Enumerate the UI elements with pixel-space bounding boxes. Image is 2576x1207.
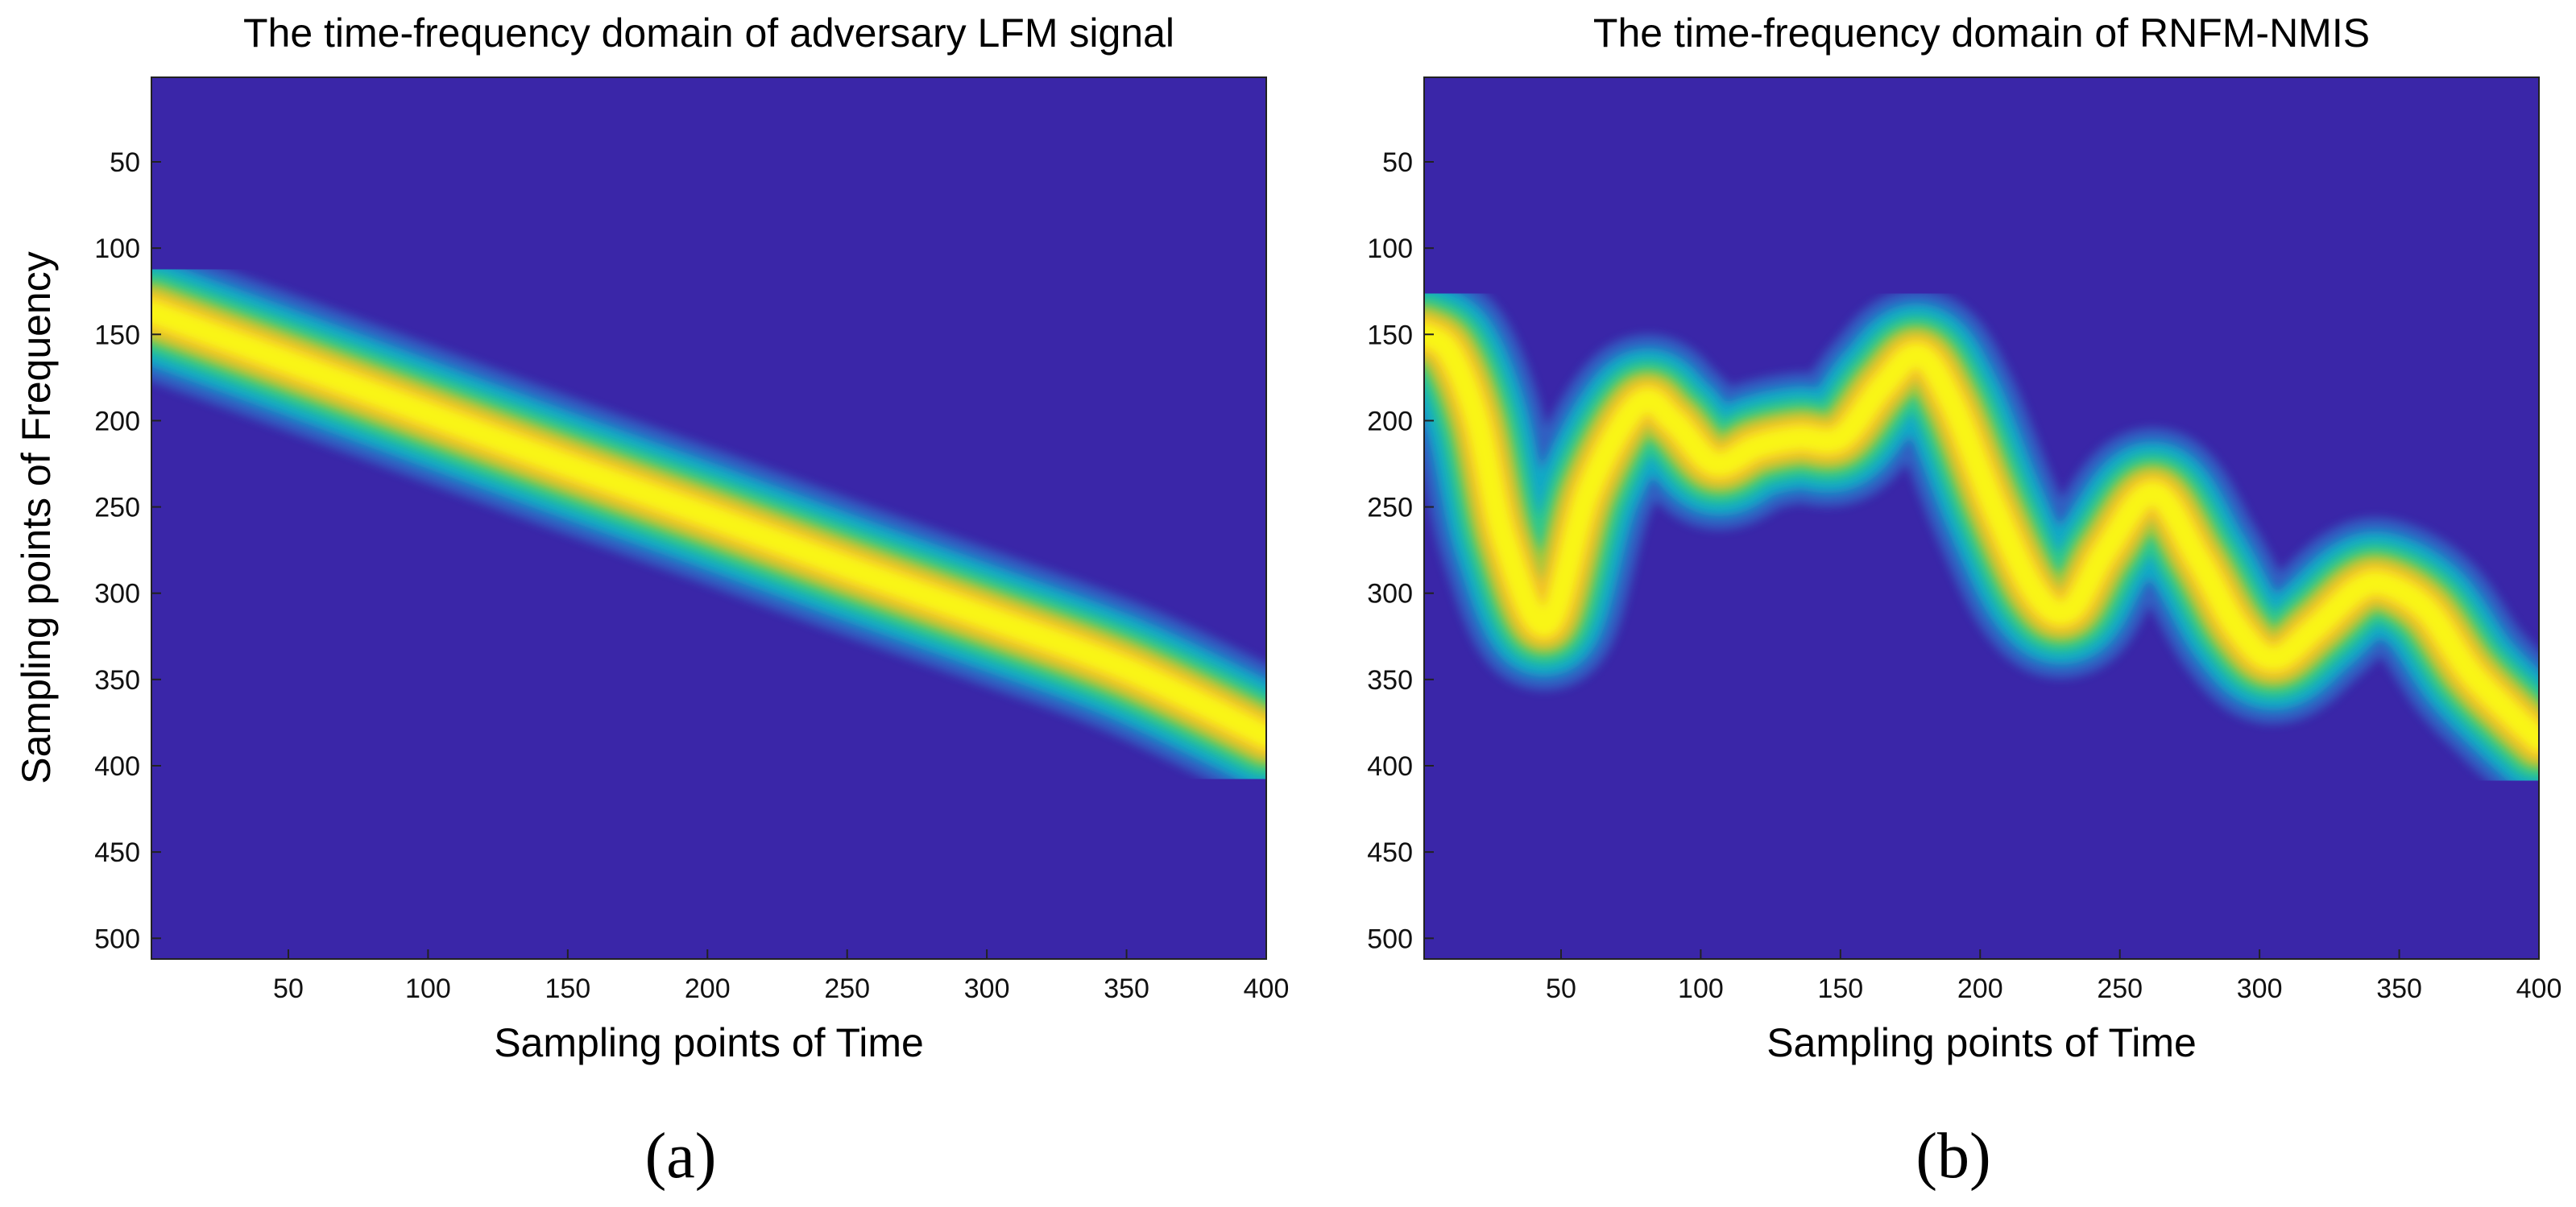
chart-b-panel-label: (b) xyxy=(1915,1121,1990,1192)
chart-b-x-tick-label: 250 xyxy=(2097,973,2143,1004)
chart-b-title: The time-frequency domain of RNFM-NMIS xyxy=(1593,10,2370,56)
chart-a-y-tick-label: 100 xyxy=(94,234,140,264)
chart-b-axes-frame xyxy=(1423,76,2540,960)
chart-a-axes-frame xyxy=(151,76,1267,960)
chart-b-x-tick-label: 300 xyxy=(2237,973,2283,1004)
chart-b-x-tick-label: 150 xyxy=(1817,973,1863,1004)
chart-b-y-tick-label: 450 xyxy=(1367,837,1413,868)
chart-a-x-tick-label: 100 xyxy=(405,973,451,1004)
chart-b-x-tick-label: 200 xyxy=(1957,973,2003,1004)
chart-b-y-tick-label: 100 xyxy=(1367,234,1413,264)
chart-a-ridge xyxy=(151,246,1266,802)
chart-a-title: The time-frequency domain of adversary L… xyxy=(243,10,1174,56)
chart-a-x-axis-label: Sampling points of Time xyxy=(494,1020,924,1065)
chart-b-y-tick-label: 400 xyxy=(1367,751,1413,782)
chart-a-panel-label: (a) xyxy=(645,1121,717,1192)
chart-b-y-tick-label: 500 xyxy=(1367,924,1413,954)
chart-b-y-ticks: 50 100 150 200 250 300 350 400 450 500 xyxy=(1367,147,1434,954)
chart-a-y-tick-label: 200 xyxy=(94,406,140,436)
chart-a-y-axis-label: Sampling points of Frequency xyxy=(14,251,59,783)
chart-a-y-tick-label: 350 xyxy=(94,665,140,696)
chart-a-y-tick-label: 250 xyxy=(94,493,140,523)
chart-b-ridge xyxy=(1424,269,2539,805)
chart-a-x-tick-label: 400 xyxy=(1244,973,1290,1004)
chart-b-ridge-band-5 xyxy=(1424,322,2539,753)
chart-b-plot-area xyxy=(1424,77,2539,959)
chart-b-x-tick-label: 350 xyxy=(2376,973,2422,1004)
chart-b-y-tick-label: 350 xyxy=(1367,665,1413,696)
chart-b: The time-frequency domain of RNFM-NMIS 5… xyxy=(1367,10,2562,1192)
chart-b-y-tick-label: 150 xyxy=(1367,320,1413,350)
chart-b-y-tick-label: 300 xyxy=(1367,579,1413,610)
chart-a-x-tick-label: 150 xyxy=(545,973,590,1004)
chart-a: The time-frequency domain of adversary L… xyxy=(14,10,1289,1192)
chart-a-x-tick-label: 200 xyxy=(685,973,731,1004)
chart-a-y-tick-label: 450 xyxy=(94,837,140,868)
chart-a-y-tick-label: 500 xyxy=(94,924,140,954)
chart-b-x-tick-label: 400 xyxy=(2516,973,2562,1004)
chart-b-x-tick-label: 50 xyxy=(1546,973,1576,1004)
chart-a-y-tick-label: 150 xyxy=(94,320,140,350)
chart-a-y-tick-label: 50 xyxy=(110,147,140,178)
chart-a-y-ticks: 50 100 150 200 250 300 350 400 450 500 xyxy=(94,147,161,954)
chart-a-ridge-band-5 xyxy=(151,300,1266,749)
chart-b-x-ticks: 50 100 150 200 250 300 350 400 xyxy=(1546,949,2562,1004)
chart-a-x-tick-label: 250 xyxy=(824,973,870,1004)
chart-a-y-tick-label: 300 xyxy=(94,579,140,610)
chart-b-y-tick-label: 250 xyxy=(1367,493,1413,523)
chart-a-x-tick-label: 350 xyxy=(1104,973,1149,1004)
chart-b-x-axis-label: Sampling points of Time xyxy=(1766,1020,2197,1065)
chart-a-y-tick-label: 400 xyxy=(94,751,140,782)
chart-b-y-tick-label: 200 xyxy=(1367,406,1413,436)
chart-b-y-tick-label: 50 xyxy=(1382,147,1413,178)
chart-a-x-tick-label: 300 xyxy=(964,973,1010,1004)
chart-b-x-tick-label: 100 xyxy=(1678,973,1724,1004)
chart-a-plot-area xyxy=(151,77,1266,959)
chart-a-x-ticks: 50 100 150 200 250 300 350 400 xyxy=(273,949,1289,1004)
chart-a-x-tick-label: 50 xyxy=(273,973,304,1004)
